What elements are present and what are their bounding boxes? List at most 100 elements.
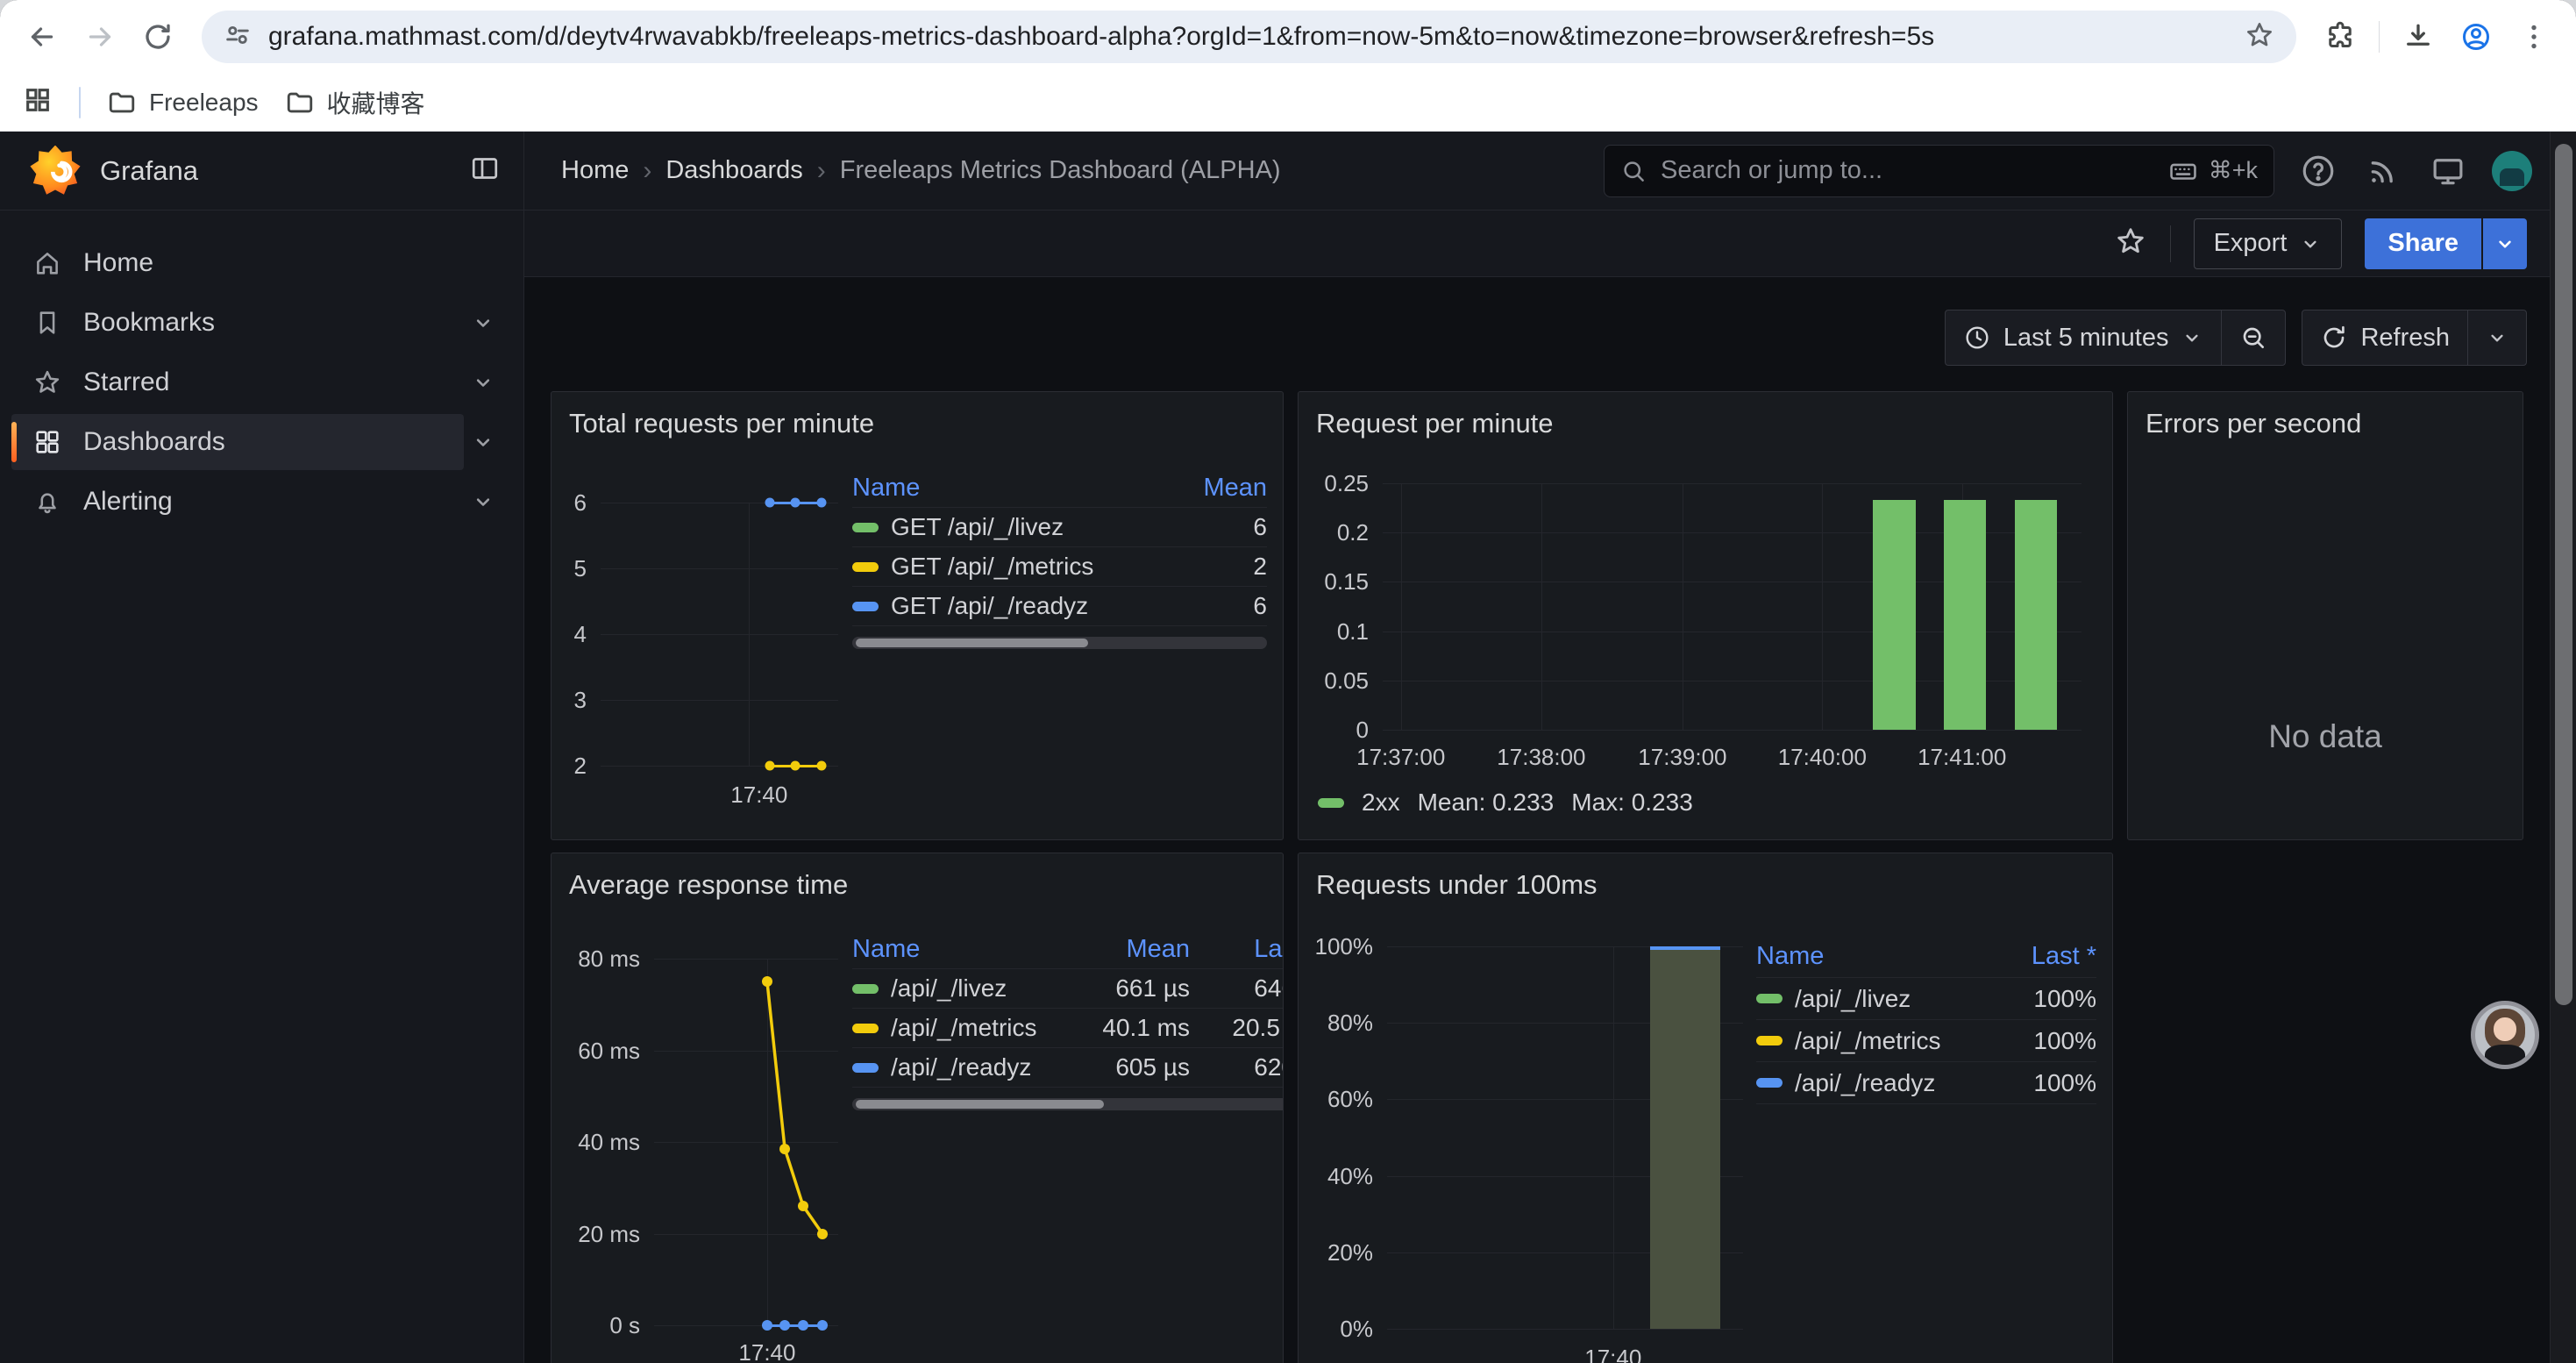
expand-chevron-icon[interactable] xyxy=(464,303,502,342)
bookmark-label: Freeleaps xyxy=(149,89,259,117)
back-icon[interactable] xyxy=(18,12,67,61)
search-input[interactable]: Search or jump to... ⌘+k xyxy=(1604,145,2274,197)
series-color-pill xyxy=(1756,1036,1783,1045)
refresh-interval-dropdown[interactable] xyxy=(2467,310,2526,365)
assistant-avatar-widget[interactable] xyxy=(2471,1001,2539,1069)
expand-chevron-icon[interactable] xyxy=(464,363,502,402)
zoom-out-button[interactable] xyxy=(2221,310,2285,365)
sidebar-nav: Home Bookmarks Starred xyxy=(0,211,523,533)
share-dropdown-button[interactable] xyxy=(2483,218,2527,269)
panel-total-requests[interactable]: Total requests per minute 6543217:40 Nam… xyxy=(551,391,1284,840)
panel-title[interactable]: Errors per second xyxy=(2145,408,2361,439)
favorite-star-icon[interactable] xyxy=(2114,225,2147,262)
main-area: Home › Dashboards › Freeleaps Metrics Da… xyxy=(524,132,2576,1363)
panel-request-per-minute[interactable]: Request per minute 0.250.20.150.10.05017… xyxy=(1298,391,2113,840)
apps-grid-icon[interactable] xyxy=(23,85,53,119)
sidebar-link-starred[interactable]: Starred xyxy=(11,354,464,410)
legend-scrollbar[interactable] xyxy=(852,1098,1284,1110)
keyboard-icon xyxy=(2168,156,2198,186)
time-controls: Last 5 minutes Refresh xyxy=(551,303,2550,373)
panel-title[interactable]: Total requests per minute xyxy=(569,408,874,439)
legend-col-mean[interactable]: Mean xyxy=(1058,935,1190,964)
breadcrumb-current: Freeleaps Metrics Dashboard (ALPHA) xyxy=(840,156,1281,185)
share-button[interactable]: Share xyxy=(2365,218,2481,269)
legend-row[interactable]: /api/_/metrics 40.1 ms 20.5 r xyxy=(852,1009,1284,1048)
series-color-pill xyxy=(1756,1078,1783,1088)
legend-scrollbar[interactable] xyxy=(852,637,1267,649)
bookmark-folder-freeleaps[interactable]: Freeleaps xyxy=(107,88,259,118)
search-shortcut: ⌘+k xyxy=(2168,156,2258,186)
timeseries-chart[interactable]: 80 ms60 ms40 ms20 ms0 s17:40 xyxy=(654,959,838,1325)
legend-row[interactable]: GET /api/_/metrics 2 xyxy=(852,547,1267,587)
panel-title[interactable]: Request per minute xyxy=(1316,408,1554,439)
legend-table: Name Mean Las /api/_/livez 661 µs 646 xyxy=(852,931,1284,1110)
series-color-pill xyxy=(852,984,879,994)
legend-col-last[interactable]: Last * xyxy=(2005,942,2096,971)
series-color-pill xyxy=(1318,798,1344,808)
panel-requests-under-100ms[interactable]: Requests under 100ms 100%80%60%40%20%0%1… xyxy=(1298,853,2113,1363)
panel-title[interactable]: Average response time xyxy=(569,869,848,901)
browser-window: grafana.mathmast.com/d/deytv4rwavabkb/fr… xyxy=(0,0,2576,1363)
downloads-icon[interactable] xyxy=(2394,12,2443,61)
bell-icon xyxy=(32,487,62,517)
expand-chevron-icon[interactable] xyxy=(464,423,502,461)
bookmark-folder-blogs[interactable]: 收藏博客 xyxy=(285,85,425,120)
legend-col-name[interactable]: Name xyxy=(852,474,1171,503)
sidebar-item-home: Home xyxy=(11,235,502,291)
reload-icon[interactable] xyxy=(133,12,182,61)
series-color-pill xyxy=(1756,994,1783,1003)
sidebar-link-dashboards[interactable]: Dashboards xyxy=(11,414,464,470)
url-bar[interactable]: grafana.mathmast.com/d/deytv4rwavabkb/fr… xyxy=(202,11,2296,63)
expand-chevron-icon[interactable] xyxy=(464,482,502,521)
breadcrumb-home[interactable]: Home xyxy=(561,156,629,185)
dashboards-icon xyxy=(32,427,62,457)
menu-icon[interactable] xyxy=(2509,12,2558,61)
panel-title[interactable]: Requests under 100ms xyxy=(1316,869,1598,901)
bookmark-icon xyxy=(32,308,62,338)
legend-row[interactable]: GET /api/_/livez 6 xyxy=(852,508,1267,547)
breadcrumb-dashboards[interactable]: Dashboards xyxy=(665,156,802,185)
legend-col-name[interactable]: Name xyxy=(852,935,1058,964)
brand-label: Grafana xyxy=(100,155,198,187)
series-color-pill xyxy=(852,523,879,532)
sidebar-toggle-icon[interactable] xyxy=(469,153,501,189)
panel-errors-per-second[interactable]: Errors per second No data xyxy=(2127,391,2523,840)
timeseries-chart[interactable]: 6543217:40 xyxy=(601,503,838,766)
site-settings-icon[interactable] xyxy=(223,20,253,54)
legend-col-mean[interactable]: Mean xyxy=(1171,474,1267,503)
legend-col-last[interactable]: Las xyxy=(1190,935,1284,964)
legend[interactable]: 2xx Mean: 0.233 Max: 0.233 xyxy=(1318,789,1693,817)
legend-row[interactable]: /api/_/livez 100% xyxy=(1756,978,2096,1020)
legend-row[interactable]: /api/_/readyz 605 µs 620 xyxy=(852,1048,1284,1088)
legend-row[interactable]: /api/_/livez 661 µs 646 xyxy=(852,969,1284,1009)
user-avatar[interactable] xyxy=(2492,151,2532,191)
forward-icon[interactable] xyxy=(75,12,125,61)
sidebar-link-home[interactable]: Home xyxy=(11,235,502,291)
panel-grid: Total requests per minute 6543217:40 Nam… xyxy=(551,391,2550,1363)
bookmark-star-icon[interactable] xyxy=(2244,19,2275,55)
legend-row[interactable]: GET /api/_/readyz 6 xyxy=(852,587,1267,626)
export-button[interactable]: Export xyxy=(2194,218,2343,269)
scrollbar-thumb[interactable] xyxy=(2555,144,2572,1005)
profile-icon[interactable] xyxy=(2451,12,2501,61)
bar-chart[interactable]: 0.250.20.150.10.05017:37:0017:38:0017:39… xyxy=(1383,483,2081,730)
refresh-button[interactable]: Refresh xyxy=(2302,310,2467,365)
kiosk-monitor-icon[interactable] xyxy=(2427,150,2469,192)
grafana-logo[interactable] xyxy=(30,146,81,196)
legend-col-name[interactable]: Name xyxy=(1756,942,2005,971)
legend-row[interactable]: /api/_/readyz 100% xyxy=(1756,1062,2096,1104)
sidebar-header: Grafana xyxy=(0,132,523,211)
sidebar-item-label: Starred xyxy=(83,368,169,397)
panel-average-response-time[interactable]: Average response time 80 ms60 ms40 ms20 … xyxy=(551,853,1284,1363)
time-range-picker[interactable]: Last 5 minutes xyxy=(1946,310,2222,365)
extensions-icon[interactable] xyxy=(2316,12,2365,61)
help-icon[interactable] xyxy=(2297,150,2339,192)
clock-icon xyxy=(1963,324,1991,352)
area-chart[interactable]: 100%80%60%40%20%0%17:40 xyxy=(1387,946,1743,1329)
sidebar-link-bookmarks[interactable]: Bookmarks xyxy=(11,295,464,351)
news-rss-icon[interactable] xyxy=(2362,150,2404,192)
sidebar-link-alerting[interactable]: Alerting xyxy=(11,474,464,530)
legend-row[interactable]: /api/_/metrics 100% xyxy=(1756,1020,2096,1062)
page-scrollbar[interactable] xyxy=(2550,132,2576,1363)
series-color-pill xyxy=(852,562,879,572)
